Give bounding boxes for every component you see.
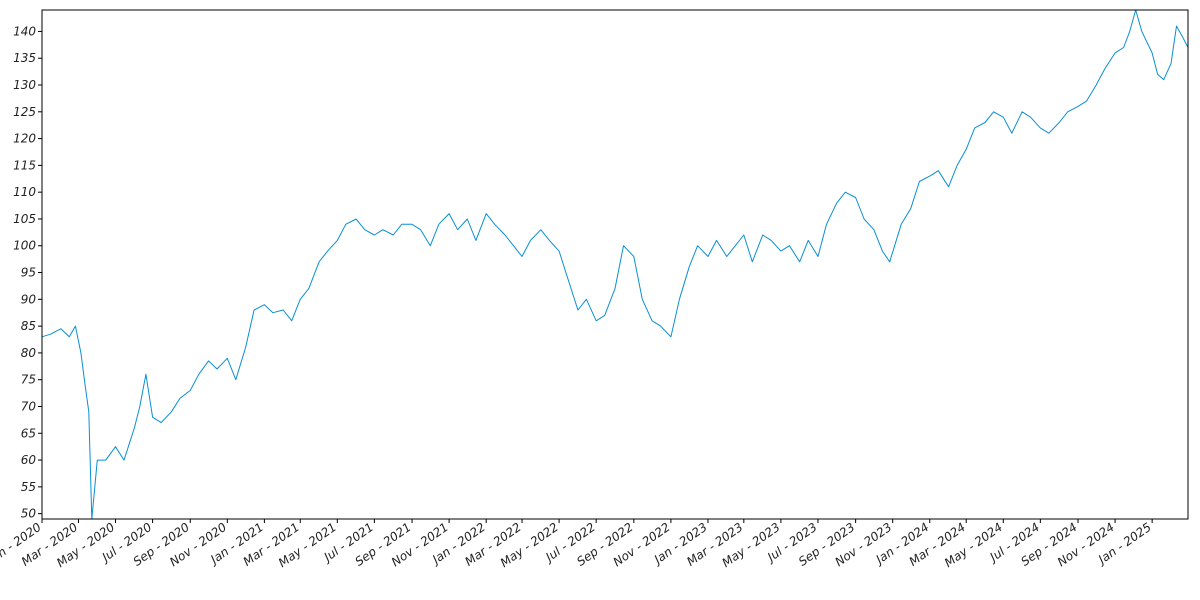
y-tick-label: 90 [21,292,37,306]
y-tick-label: 140 [13,24,36,38]
y-tick-label: 125 [13,105,36,119]
y-tick-label: 105 [13,212,36,226]
y-tick-label: 65 [21,426,36,440]
y-tick-label: 60 [21,453,37,467]
y-tick-label: 135 [13,51,36,65]
y-tick-label: 80 [21,346,37,360]
y-tick-label: 120 [13,132,36,146]
y-tick-label: 130 [13,78,36,92]
y-tick-label: 110 [13,185,36,199]
y-tick-label: 100 [13,239,36,253]
y-tick-label: 115 [13,158,36,172]
y-tick-label: 70 [21,399,37,413]
y-tick-label: 85 [21,319,36,333]
y-tick-label: 55 [21,480,36,494]
y-tick-label: 75 [21,373,36,387]
plot-frame [41,9,1189,520]
y-tick-label: 50 [21,507,37,521]
series-line [41,9,1189,520]
y-tick-label: 95 [21,266,36,280]
y-axis-ticks: 50 55 60 65 70 75 80 85 90 95 100 105 110 115 120 125 13… [13,24,42,521]
